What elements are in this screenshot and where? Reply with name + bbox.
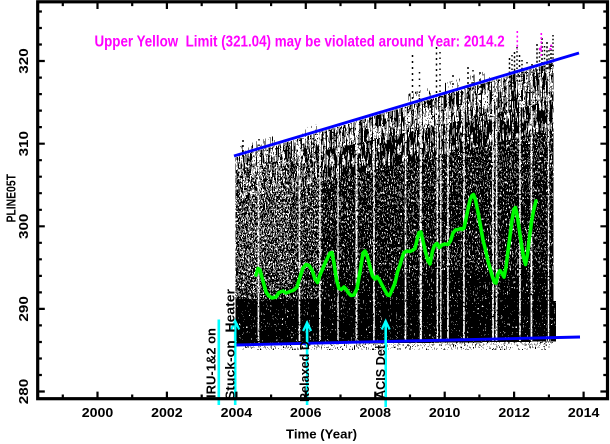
- svg-text:2000: 2000: [82, 405, 114, 420]
- svg-text:2012: 2012: [498, 405, 530, 420]
- svg-text:2010: 2010: [429, 405, 461, 420]
- svg-text:PLINE05T: PLINE05T: [3, 174, 18, 223]
- svg-text:Time (Year): Time (Year): [286, 426, 357, 441]
- svg-text:290: 290: [16, 296, 31, 321]
- svg-text:2004: 2004: [221, 405, 253, 420]
- svg-text:Upper Yellow Limit (321.04) m: Upper Yellow Limit (321.04) may be viola…: [95, 33, 505, 50]
- svg-text:310: 310: [16, 131, 31, 156]
- svg-text:2006: 2006: [290, 405, 322, 420]
- svg-text:320: 320: [16, 48, 31, 73]
- svg-text:Stuck-on Heater: Stuck-on Heater: [223, 289, 238, 400]
- svg-text:2014: 2014: [568, 405, 600, 420]
- svg-text:IRU-1&2 on: IRU-1&2 on: [203, 328, 218, 398]
- svg-text:300: 300: [16, 214, 31, 239]
- svg-text:Relaxed D: Relaxed D: [297, 341, 312, 402]
- svg-text:ACIS Det: ACIS Det: [373, 344, 388, 399]
- svg-text:280: 280: [16, 379, 31, 404]
- svg-text:2002: 2002: [151, 405, 183, 420]
- svg-text:2008: 2008: [360, 405, 392, 420]
